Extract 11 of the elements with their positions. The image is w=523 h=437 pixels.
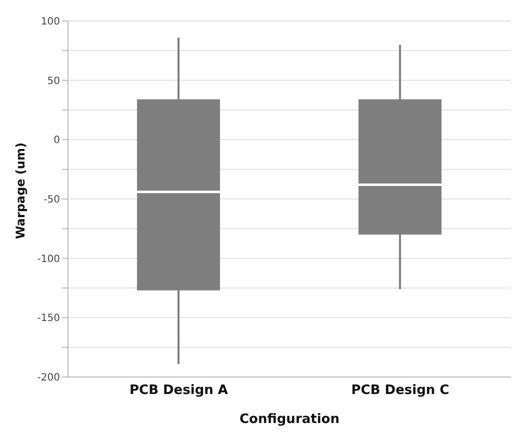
y-tick-label: -50: [44, 194, 60, 206]
y-tick-label: -100: [37, 254, 60, 265]
x-axis-title: Configuration: [240, 412, 340, 427]
x-tick-label: PCB Design C: [351, 383, 450, 398]
y-tick-label: 0: [54, 135, 60, 146]
y-tick-label: -150: [37, 313, 60, 324]
y-tick-label: 100: [40, 16, 60, 28]
y-tick-label: 50: [47, 76, 60, 87]
y-axis-title: Warpage (um): [13, 142, 28, 239]
y-tick-label: -200: [37, 372, 60, 384]
x-tick-label: PCB Design A: [130, 383, 228, 398]
